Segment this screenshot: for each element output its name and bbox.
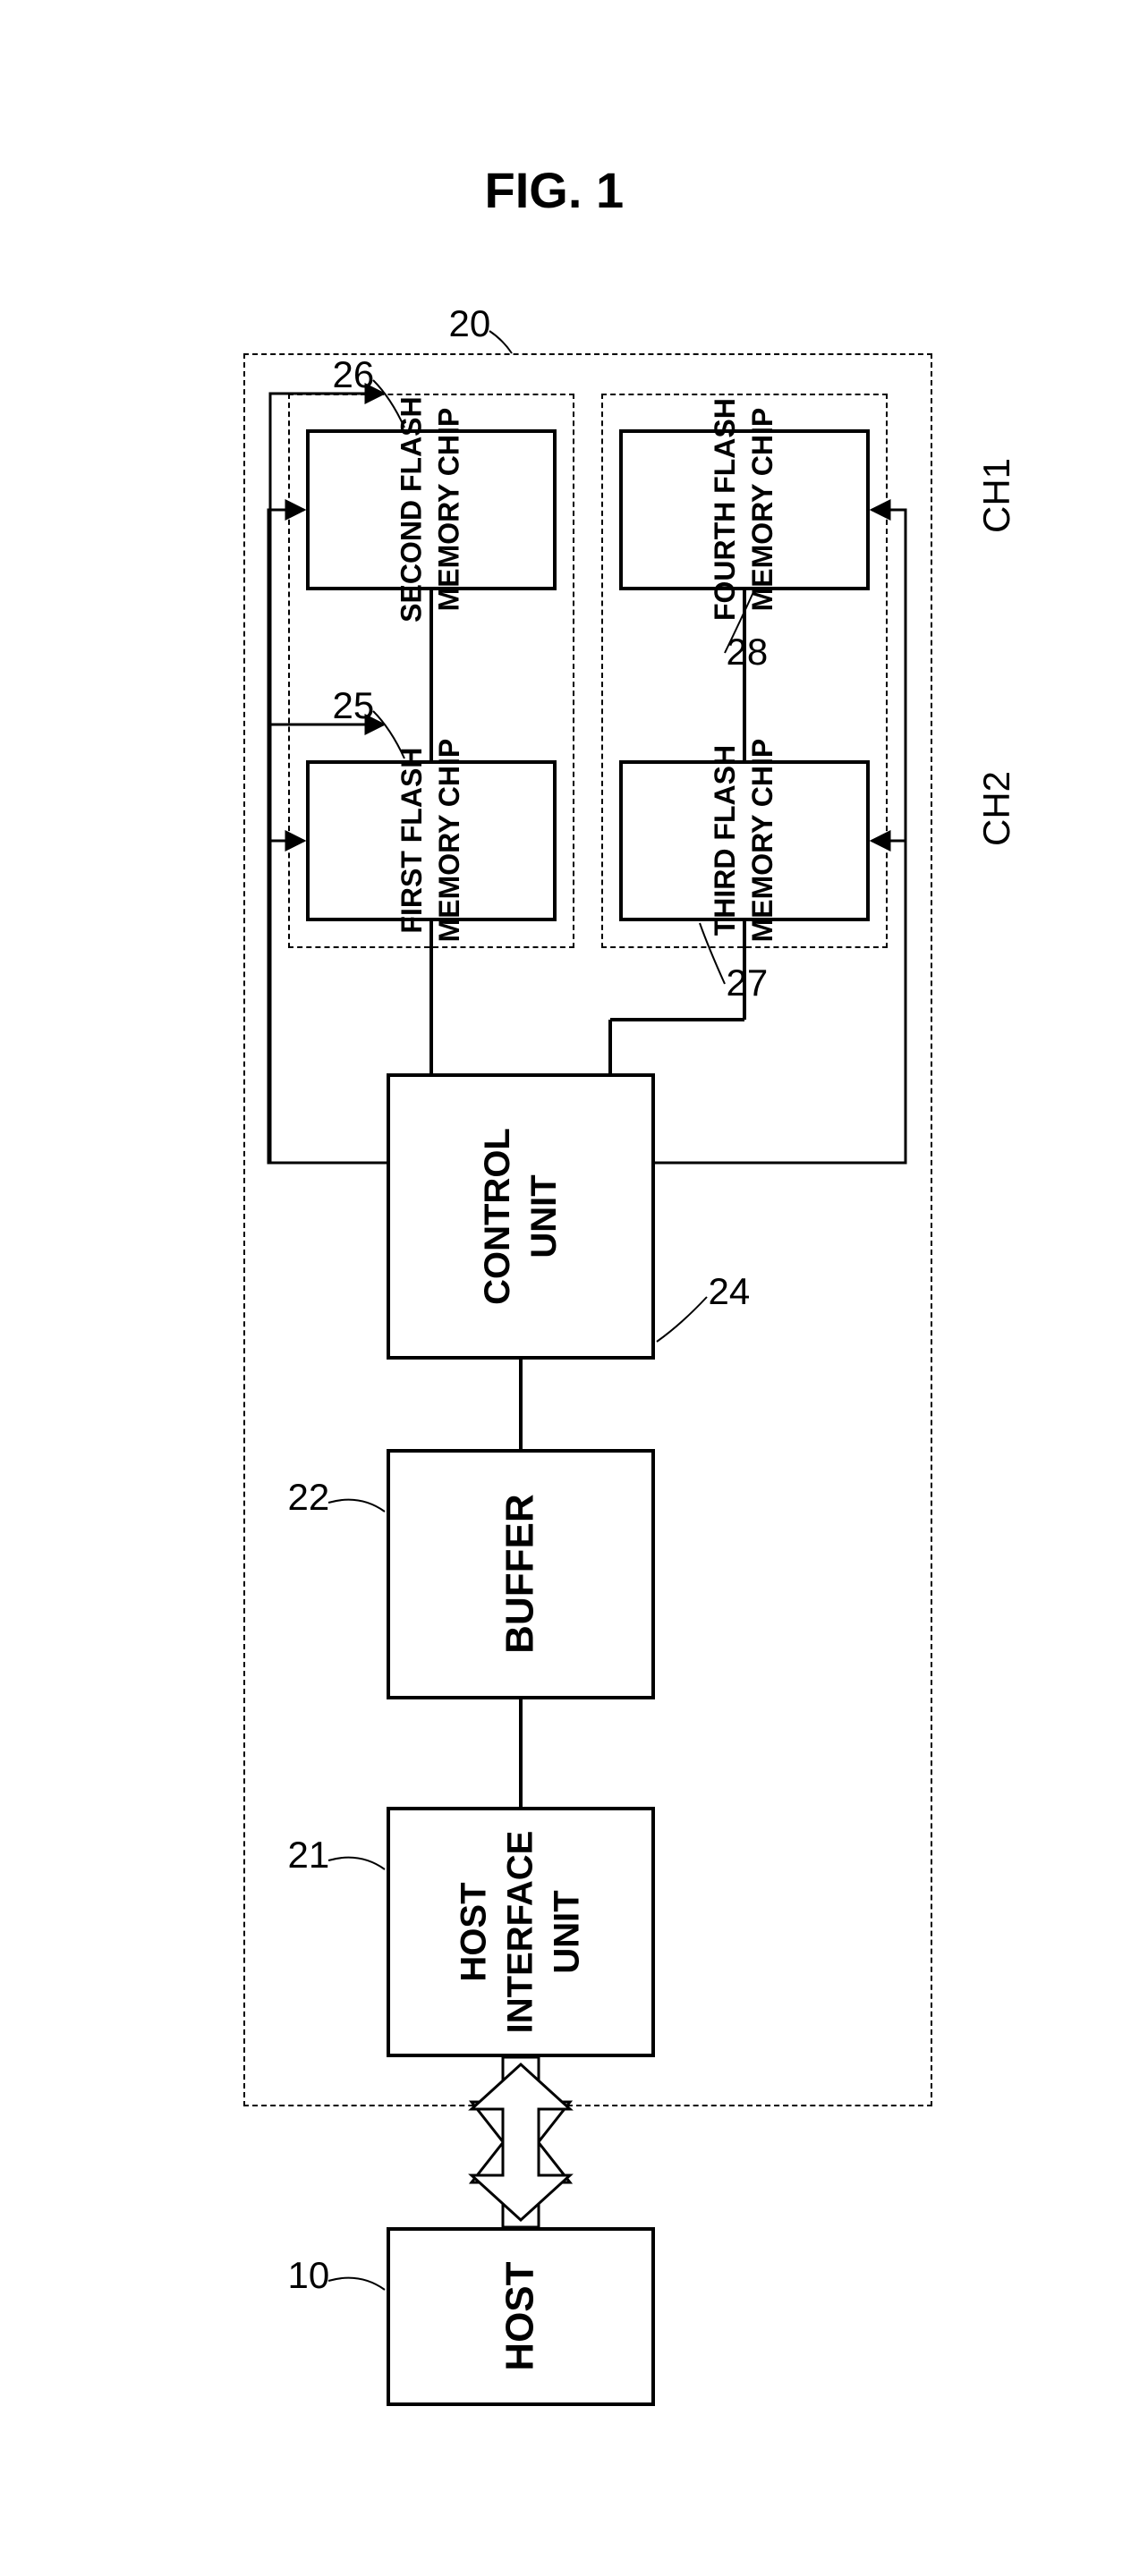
host-interface-block: HOSTINTERFACEUNIT — [387, 1807, 655, 2057]
ref-10: 10 — [288, 2254, 330, 2297]
ref-25: 25 — [333, 684, 375, 727]
chip4-label: FOURTH FLASHMEMORY CHIP — [707, 399, 781, 622]
buffer-block: BUFFER — [387, 1449, 655, 1699]
chip4-block: FOURTH FLASHMEMORY CHIP — [619, 429, 870, 590]
ch1-label: CH1 — [975, 458, 1018, 533]
control-block: CONTROLUNIT — [387, 1073, 655, 1360]
ref-24: 24 — [709, 1270, 751, 1313]
control-label: CONTROLUNIT — [473, 1128, 566, 1305]
ref-20: 20 — [449, 302, 491, 345]
chip1-label: FIRST FLASHMEMORY CHIP — [394, 739, 468, 943]
leader-10 — [328, 2278, 385, 2290]
host-block: HOST — [387, 2227, 655, 2406]
ref-26: 26 — [333, 353, 375, 396]
figure-container: FIG. 1 HOST HOSTINTERFACEUNIT BUFFER CON… — [38, 36, 1111, 2540]
ref-27: 27 — [727, 962, 769, 1004]
chip2-label: SECOND FLASHMEMORY CHIP — [394, 397, 468, 623]
leader-20 — [489, 331, 512, 353]
host-label: HOST — [495, 2262, 546, 2371]
figure-title: FIG. 1 — [485, 161, 625, 219]
host-if-label: HOSTINTERFACEUNIT — [451, 1831, 591, 2034]
ch2-label: CH2 — [975, 771, 1018, 846]
figure-title-text: FIG. 1 — [485, 162, 625, 218]
buffer-label: BUFFER — [495, 1495, 546, 1654]
ref-22: 22 — [288, 1476, 330, 1519]
ref-21: 21 — [288, 1834, 330, 1877]
chip1-block: FIRST FLASHMEMORY CHIP — [306, 760, 557, 921]
chip3-block: THIRD FLASHMEMORY CHIP — [619, 760, 870, 921]
chip2-block: SECOND FLASHMEMORY CHIP — [306, 429, 557, 590]
chip3-label: THIRD FLASHMEMORY CHIP — [707, 739, 781, 943]
ref-28: 28 — [727, 631, 769, 674]
